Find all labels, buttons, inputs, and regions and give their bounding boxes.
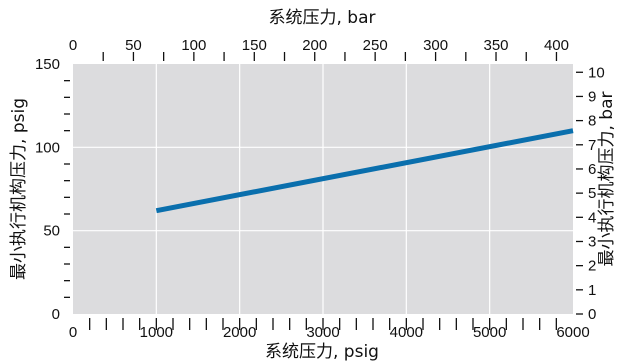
y-tick-label-right: 4	[588, 209, 596, 226]
x-axis-title-bottom: 系统压力, psig	[265, 342, 379, 362]
x-tick-label-top: 50	[125, 37, 142, 54]
x-tick-label-bottom: 3000	[306, 324, 339, 341]
x-tick-label-top: 150	[242, 37, 267, 54]
x-tick-label-bottom: 0	[69, 324, 77, 341]
x-tick-label-bottom: 6000	[556, 324, 589, 341]
y-tick-label-right: 1	[588, 282, 596, 299]
x-tick-label-bottom: 2000	[223, 324, 256, 341]
x-tick-label-bottom: 1000	[140, 324, 173, 341]
x-tick-label-bottom: 5000	[473, 324, 506, 341]
x-tick-label-top: 0	[69, 37, 77, 54]
y-tick-label-right: 2	[588, 258, 596, 275]
y-tick-label-left: 150	[35, 56, 60, 73]
x-tick-label-top: 100	[181, 37, 206, 54]
series-line	[155, 128, 574, 214]
y-tick-label-right: 5	[588, 185, 596, 202]
y-axis-title-left: 最小执行机构压力, psig	[9, 98, 29, 280]
x-tick-label-top: 350	[484, 37, 509, 54]
tick-marks	[64, 52, 583, 330]
y-tick-label-right: 0	[588, 306, 596, 323]
x-tick-label-top: 200	[302, 37, 327, 54]
y-tick-label-left: 50	[43, 223, 60, 240]
x-tick-label-top: 250	[363, 37, 388, 54]
y-tick-label-right: 9	[588, 88, 596, 105]
series-group	[155, 128, 574, 214]
x-tick-label-top: 400	[544, 37, 569, 54]
x-tick-label-top: 300	[423, 37, 448, 54]
y-tick-label-right: 3	[588, 233, 596, 250]
y-tick-label-left: 100	[35, 139, 60, 156]
y-axis-title-right: 最小执行机构压力, bar	[597, 91, 617, 266]
x-tick-label-bottom: 4000	[390, 324, 423, 341]
y-tick-label-right: 8	[588, 113, 596, 130]
y-tick-label-right: 7	[588, 137, 596, 154]
y-tick-label-right: 6	[588, 161, 596, 178]
y-tick-label-right: 10	[588, 64, 605, 81]
x-axis-title-top: 系统压力, bar	[268, 8, 375, 28]
y-tick-label-left: 0	[52, 306, 60, 323]
